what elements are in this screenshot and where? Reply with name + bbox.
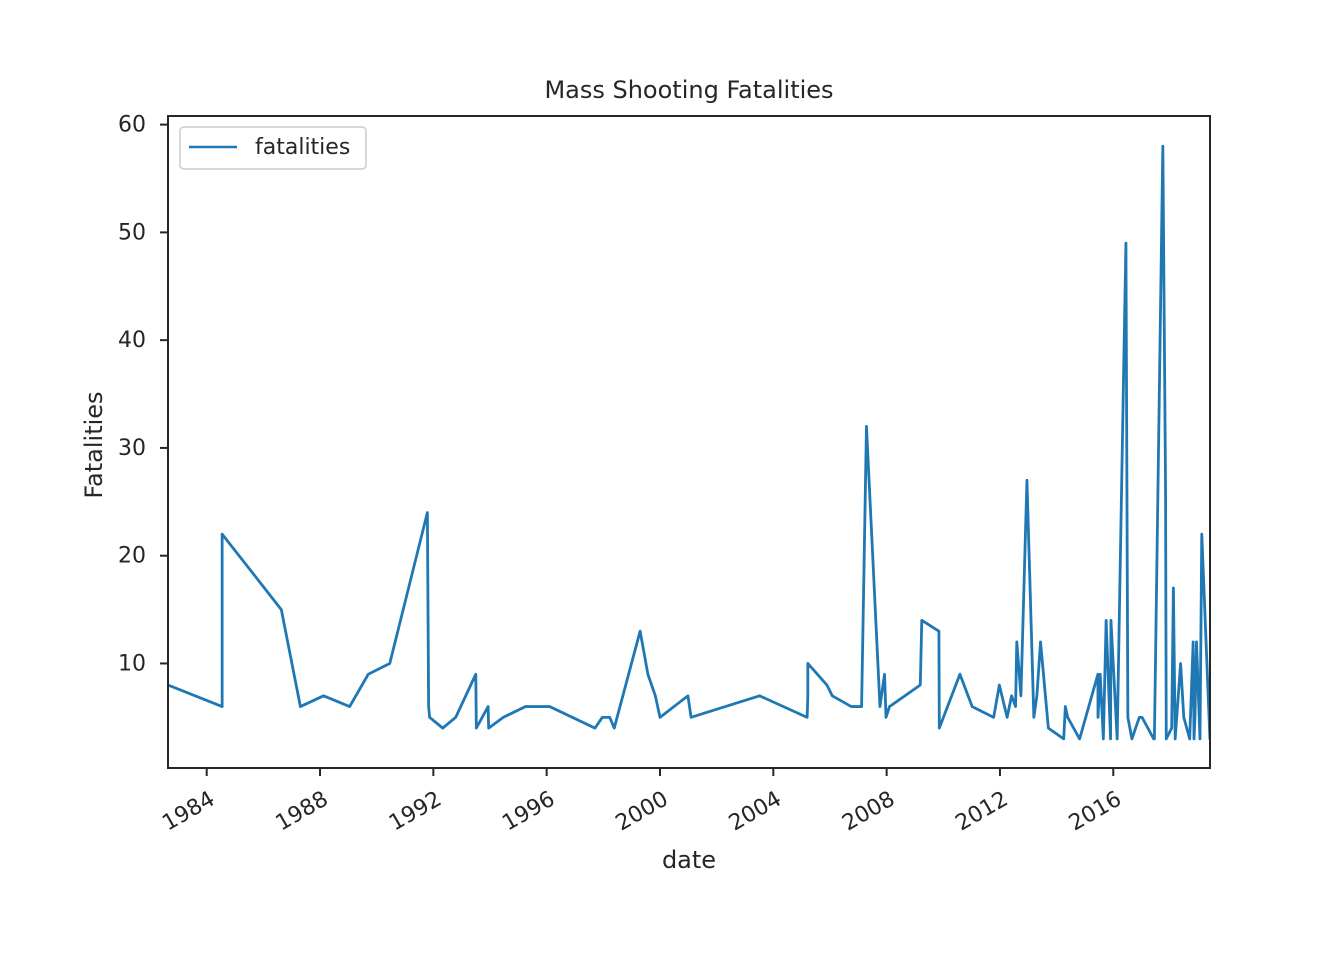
x-tick-label: 2008 — [838, 787, 899, 837]
plot-area — [167, 115, 1211, 769]
x-tick-label: 2000 — [612, 787, 673, 837]
chart-title: Mass Shooting Fatalities — [544, 76, 833, 104]
y-tick-label: 30 — [118, 436, 146, 461]
plot-frame — [167, 115, 1211, 769]
x-axis-label: date — [662, 846, 716, 874]
legend: fatalities — [179, 126, 367, 170]
x-tick-label: 2012 — [952, 787, 1013, 837]
y-tick-label: 20 — [118, 544, 146, 569]
x-tick-label: 2004 — [725, 787, 786, 837]
x-tick-label: 1996 — [498, 787, 559, 837]
x-tick-label: 1988 — [272, 787, 333, 837]
y-tick-label: 50 — [118, 220, 146, 245]
y-tick-label: 60 — [118, 113, 146, 138]
x-tick-label: 1984 — [158, 787, 219, 837]
legend-label-fatalities: fatalities — [255, 135, 350, 160]
series-group — [168, 144, 1210, 741]
y-axis-label: Fatalities — [80, 391, 108, 498]
y-tick-label: 10 — [118, 651, 146, 676]
x-axis: 1984 1988 1992 1996 2000 2004 2008 2012 2016 — [158, 768, 1126, 836]
y-axis: 10 20 30 40 50 60 — [118, 113, 168, 676]
legend-frame — [179, 126, 367, 170]
x-tick-label: 2016 — [1065, 787, 1126, 837]
y-tick-label: 40 — [118, 328, 146, 353]
series-line-fatalities — [168, 144, 1210, 741]
x-tick-label: 1992 — [385, 787, 446, 837]
